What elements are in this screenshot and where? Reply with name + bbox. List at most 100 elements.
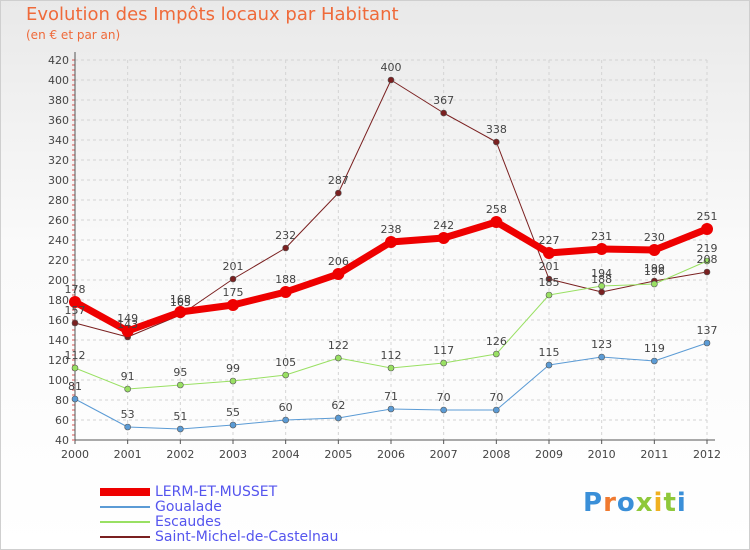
x-tick-label: 2012 — [693, 448, 721, 461]
series-0-value-label: 231 — [591, 230, 612, 243]
series-3-point — [545, 275, 553, 283]
series-1-point — [71, 395, 79, 403]
series-0-point — [385, 236, 397, 248]
series-1-point — [651, 357, 658, 365]
brand-letter: x — [635, 488, 654, 518]
x-tick-label: 2001 — [114, 448, 142, 461]
series-2-point — [440, 359, 447, 367]
series-0-value-label: 206 — [328, 255, 349, 268]
series-3-point — [229, 275, 237, 283]
series-2-value-label: 99 — [226, 362, 240, 375]
series-2-point — [598, 282, 605, 290]
y-tick-label: 320 — [48, 154, 69, 167]
brand-letter: t — [663, 488, 677, 518]
x-tick-label: 2005 — [324, 448, 352, 461]
series-3-point — [703, 268, 711, 276]
series-0-point — [595, 243, 608, 255]
brand-letter: r — [603, 488, 617, 518]
series-3-value-label: 338 — [486, 123, 507, 136]
series-3-value-label: 199 — [644, 262, 665, 275]
y-tick-label: 120 — [48, 354, 69, 367]
series-0-point — [174, 306, 187, 318]
legend-label-escaudes: Escaudes — [155, 514, 222, 530]
series-3-point — [335, 189, 342, 197]
series-2-value-label: 196 — [644, 265, 665, 278]
series-0-point — [279, 286, 292, 298]
chart-title: Evolution des Impôts locaux par Habitant — [26, 4, 399, 25]
series-3-value-label: 143 — [117, 318, 138, 331]
y-tick-label: 240 — [48, 234, 69, 247]
series-0-point — [490, 216, 503, 228]
series-1-value-label: 53 — [121, 408, 135, 421]
brand-logo: Proxiti — [583, 488, 687, 518]
series-0-value-label: 178 — [65, 283, 86, 296]
series-2-point — [177, 381, 184, 389]
series-0-point — [543, 247, 555, 259]
series-2-value-label: 194 — [591, 267, 612, 280]
series-0-point — [701, 223, 713, 235]
series-2-point — [387, 364, 395, 372]
series-2-value-label: 122 — [328, 339, 349, 352]
series-1-point — [177, 425, 184, 433]
y-tick-label: 40 — [55, 434, 69, 447]
series-2-value-label: 112 — [381, 349, 402, 362]
series-1-point — [703, 339, 711, 347]
series-1-point — [229, 421, 237, 429]
y-tick-label: 380 — [48, 94, 69, 107]
series-0-value-label: 242 — [433, 219, 454, 232]
x-tick-label: 2006 — [377, 448, 405, 461]
series-0-point — [648, 244, 661, 256]
x-tick-label: 2004 — [272, 448, 300, 461]
series-2-value-label: 117 — [433, 344, 454, 357]
series-0-point — [121, 325, 134, 337]
series-3-point — [71, 319, 79, 327]
y-tick-label: 420 — [48, 54, 69, 67]
series-1-value-label: 137 — [697, 324, 718, 337]
series-3-value-label: 232 — [275, 229, 296, 242]
series-0-value-label: 230 — [644, 231, 665, 244]
series-1-value-label: 71 — [384, 390, 398, 403]
brand-letter: o — [616, 488, 636, 518]
series-1-value-label: 51 — [173, 410, 187, 423]
x-tick-label: 2003 — [219, 448, 247, 461]
x-tick-label: 2008 — [482, 448, 510, 461]
series-0-point — [437, 232, 450, 244]
y-tick-label: 100 — [48, 374, 69, 387]
series-1-point — [124, 423, 131, 431]
x-tick-label: 2010 — [588, 448, 616, 461]
series-2-point — [282, 371, 289, 379]
series-0-value-label: 168 — [170, 293, 191, 306]
y-tick-label: 220 — [48, 254, 69, 267]
series-1-value-label: 70 — [489, 391, 503, 404]
series-3-point — [440, 109, 447, 117]
legend-label-saint-michel: Saint-Michel-de-Castelnau — [155, 529, 339, 545]
series-1-point — [282, 416, 289, 424]
series-0-value-label: 175 — [223, 286, 244, 299]
series-3-point — [598, 288, 605, 296]
chart-subtitle: (en € et par an) — [26, 28, 121, 42]
legend-swatch-goualade — [100, 506, 150, 508]
series-0-point — [69, 296, 81, 308]
series-3-value-label: 287 — [328, 174, 349, 187]
legend-label-lerm: LERM-ET-MUSSET — [155, 484, 278, 500]
series-1-point — [545, 361, 553, 369]
y-tick-label: 340 — [48, 134, 69, 147]
series-1-value-label: 115 — [539, 346, 560, 359]
y-tick-label: 300 — [48, 174, 69, 187]
series-1-value-label: 62 — [331, 399, 345, 412]
series-3-value-label: 208 — [697, 253, 718, 266]
series-3-point — [387, 76, 395, 84]
series-0-point — [332, 268, 345, 280]
series-2-point — [545, 291, 553, 299]
series-0-value-label: 227 — [539, 234, 560, 247]
legend-item-lerm: LERM-ET-MUSSET — [100, 485, 400, 500]
series-2-point — [229, 377, 237, 385]
y-tick-label: 160 — [48, 314, 69, 327]
x-tick-label: 2009 — [535, 448, 563, 461]
series-1-value-label: 119 — [644, 342, 665, 355]
series-2-value-label: 105 — [275, 356, 296, 369]
y-tick-label: 60 — [55, 414, 69, 427]
series-0-value-label: 251 — [697, 210, 718, 223]
